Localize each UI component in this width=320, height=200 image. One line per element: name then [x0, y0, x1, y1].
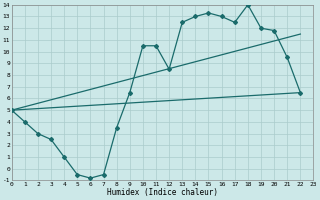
X-axis label: Humidex (Indice chaleur): Humidex (Indice chaleur) — [107, 188, 218, 197]
